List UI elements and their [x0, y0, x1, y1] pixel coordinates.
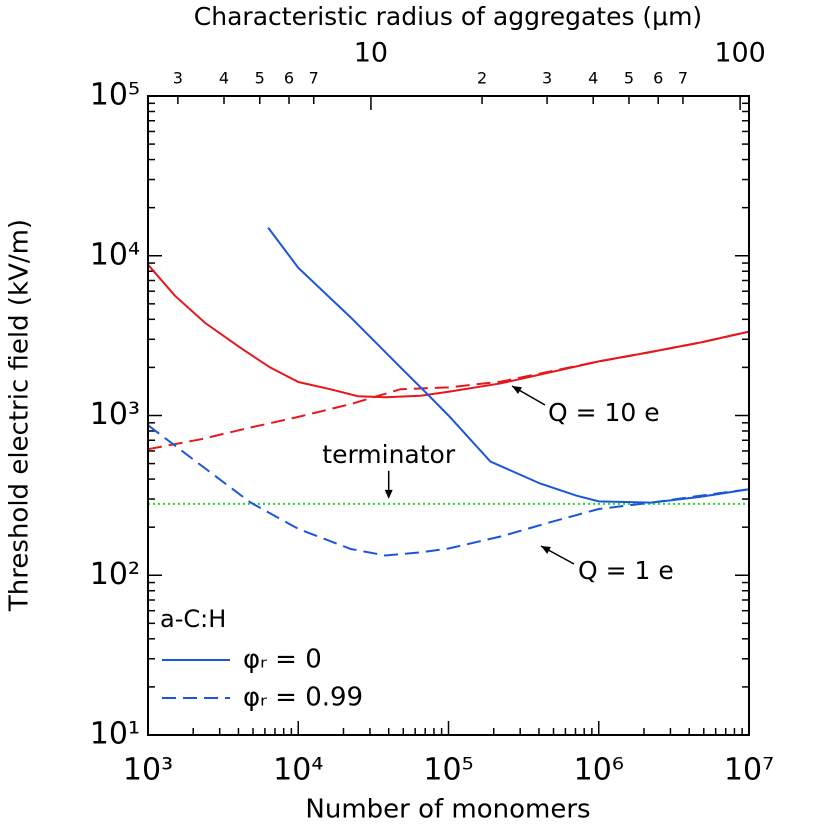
plot-area [147, 226, 750, 557]
annotation: Q = 10 e [548, 398, 660, 427]
x2-tick-label: 5 [624, 69, 634, 88]
y-tick-label: 10³ [90, 397, 140, 432]
x-axis-label: Number of monomers [305, 795, 590, 825]
series-line [147, 264, 750, 399]
plot-frame [147, 95, 750, 736]
y-tick-label: 10⁴ [90, 237, 140, 272]
y-tick-label: 10² [90, 557, 140, 592]
x2-tick-label: 3 [542, 69, 552, 88]
x2-tick-label: 4 [588, 69, 598, 88]
y-axis-label: Threshold electric field (kV/m) [5, 219, 35, 612]
x2-tick-label: 7 [309, 69, 319, 88]
x-tick-label: 10⁶ [574, 753, 624, 788]
y-tick-label: 10¹ [90, 717, 140, 752]
y-tick-label: 10⁵ [90, 78, 140, 113]
x2-axis-label: Characteristic radius of aggregates (μm) [194, 2, 702, 31]
series-line [147, 424, 750, 557]
annotation-arrowhead [512, 386, 522, 394]
legend-title: a-C:H [160, 605, 226, 633]
series-line [147, 330, 750, 451]
annotation-arrowhead [541, 546, 551, 554]
x-tick-label: 10⁴ [273, 753, 323, 788]
x2-tick-label: 7 [678, 69, 688, 88]
legend-label: φᵣ = 0.99 [243, 683, 363, 713]
x2-tick-label: 6 [653, 69, 663, 88]
legend-label: φᵣ = 0 [243, 645, 322, 675]
x-tick-label: 10⁷ [724, 753, 774, 788]
x2-tick-label: 6 [284, 69, 294, 88]
x-tick-label: 10⁵ [423, 753, 473, 788]
x2-tick-label: 100 [714, 38, 766, 69]
x2-tick-label: 3 [173, 69, 183, 88]
terminator-label: terminator [322, 440, 456, 469]
x-tick-label: 10³ [123, 753, 173, 788]
annotation: Q = 1 e [578, 556, 674, 585]
x2-tick-label: 4 [219, 69, 229, 88]
x2-tick-label: 10 [354, 38, 388, 69]
x2-tick-label: 2 [477, 69, 487, 88]
x2-tick-label: 5 [255, 69, 265, 88]
terminator-arrowhead [384, 489, 393, 499]
